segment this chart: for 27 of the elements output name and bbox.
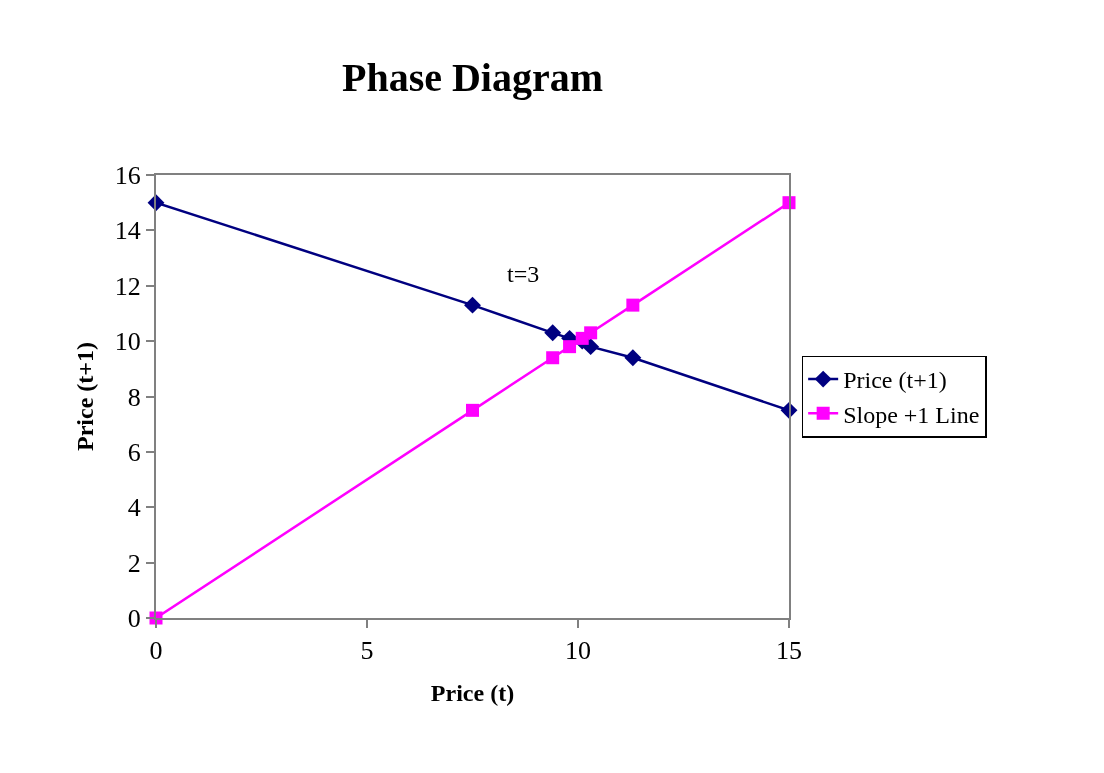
y-tick-label: 8 [127, 382, 141, 412]
y-tick-label: 2 [127, 548, 141, 578]
y-tick-label: 4 [127, 493, 141, 523]
point [544, 324, 562, 342]
point [584, 326, 598, 340]
x-tick-label: 5 [360, 636, 374, 666]
x-axis-title: Price (t) [430, 680, 515, 706]
point [624, 349, 642, 367]
point [563, 340, 577, 354]
y-tick-label: 6 [127, 437, 141, 467]
annotation: t=3 [507, 261, 540, 287]
point [626, 298, 640, 312]
y-tick-label: 14 [114, 216, 141, 246]
y-tick-label: 10 [114, 327, 141, 357]
point [546, 351, 560, 365]
y-tick-label: 12 [114, 271, 141, 301]
legend-label: Price (t+1) [843, 367, 947, 394]
x-tick-label: 0 [149, 636, 163, 666]
y-tick-label: 0 [127, 604, 141, 634]
y-axis-title: Price (t+1) [72, 342, 99, 451]
legend-label: Slope +1 Line [843, 401, 980, 428]
y-tick-label: 16 [114, 161, 141, 191]
x-tick-label: 15 [776, 636, 802, 666]
chart-title: Phase Diagram [341, 55, 604, 101]
point [466, 403, 479, 417]
x-tick-label: 10 [565, 636, 591, 666]
point [464, 296, 481, 314]
